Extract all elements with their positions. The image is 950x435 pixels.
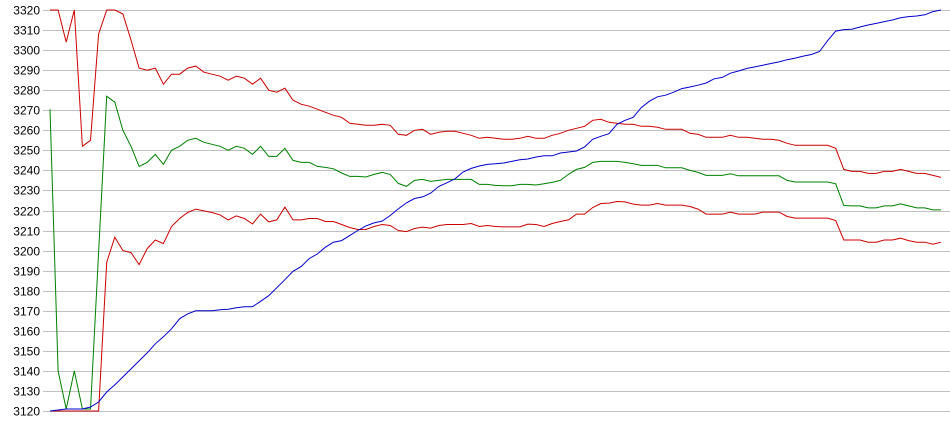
y-tick-label: 3270 xyxy=(13,104,40,118)
y-tick-label: 3120 xyxy=(13,405,40,419)
y-tick-label: 3190 xyxy=(13,265,40,279)
y-tick-label: 3160 xyxy=(13,325,40,339)
y-tick-label: 3200 xyxy=(13,245,40,259)
y-axis-tick-labels: 3120 3130 3140 3150 3160 3170 3180 3190 3200 3210… xyxy=(13,4,40,419)
y-tick-label: 3230 xyxy=(13,184,40,198)
series-line-3 xyxy=(49,9,942,412)
y-tick-label: 3210 xyxy=(13,225,40,239)
y-tick-label: 3310 xyxy=(13,24,40,38)
y-tick-label: 3280 xyxy=(13,84,40,98)
y-tick-label: 3320 xyxy=(13,4,40,18)
y-tick-label: 3220 xyxy=(13,205,40,219)
y-tick-label: 3290 xyxy=(13,64,40,78)
y-tick-label: 3250 xyxy=(13,144,40,158)
y-tick-label: 3170 xyxy=(13,305,40,319)
y-tick-label: 3150 xyxy=(13,345,40,359)
y-tick-label: 3140 xyxy=(13,365,40,379)
series-line-0 xyxy=(50,9,942,178)
y-tick-label: 3240 xyxy=(13,164,40,178)
y-tick-label: 3300 xyxy=(13,44,40,58)
y-tick-label: 3180 xyxy=(13,285,40,299)
series-lines xyxy=(49,9,942,412)
y-tick-label: 3260 xyxy=(13,124,40,138)
y-tick-label: 3130 xyxy=(13,385,40,399)
series-line-2 xyxy=(50,200,942,412)
gridlines xyxy=(43,10,950,412)
series-line-1 xyxy=(49,95,941,410)
